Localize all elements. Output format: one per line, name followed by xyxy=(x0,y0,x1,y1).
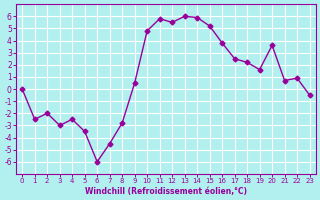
X-axis label: Windchill (Refroidissement éolien,°C): Windchill (Refroidissement éolien,°C) xyxy=(85,187,247,196)
